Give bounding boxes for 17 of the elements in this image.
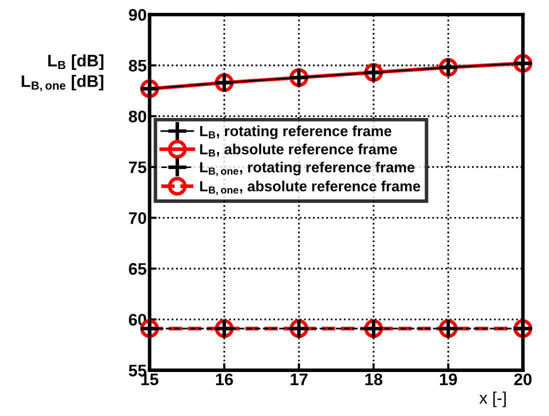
legend-label: L$_{B,one}$, absolute reference frame (200, 180, 420, 196)
y-tick-label: 70 (129, 212, 146, 224)
x-tick-label: 20 (514, 373, 532, 386)
y-tick-label: 65 (128, 263, 146, 275)
x-axis-title: x [-] (479, 392, 506, 408)
x-tick-label: 19 (440, 373, 457, 386)
y-tick-label: 85 (128, 60, 146, 72)
y-tick-label: 90 (128, 8, 146, 21)
x-tick-label: 16 (216, 373, 233, 386)
legend-label: L$_{B}$, rotating reference frame (200, 126, 392, 140)
x-tick-label: 18 (365, 373, 382, 386)
y-tick-label: 75 (129, 162, 146, 174)
text: L$_{B}$ [dB] L$_{B,one}$ [dB] (22, 54, 104, 92)
legend-label: L$_{B}$, absolute reference frame (200, 144, 398, 157)
legend-label: L$_{B,one}$, rotating reference frame (200, 162, 414, 176)
y-tick-label: 80 (128, 110, 146, 122)
x-tick-label: 17 (290, 374, 308, 386)
